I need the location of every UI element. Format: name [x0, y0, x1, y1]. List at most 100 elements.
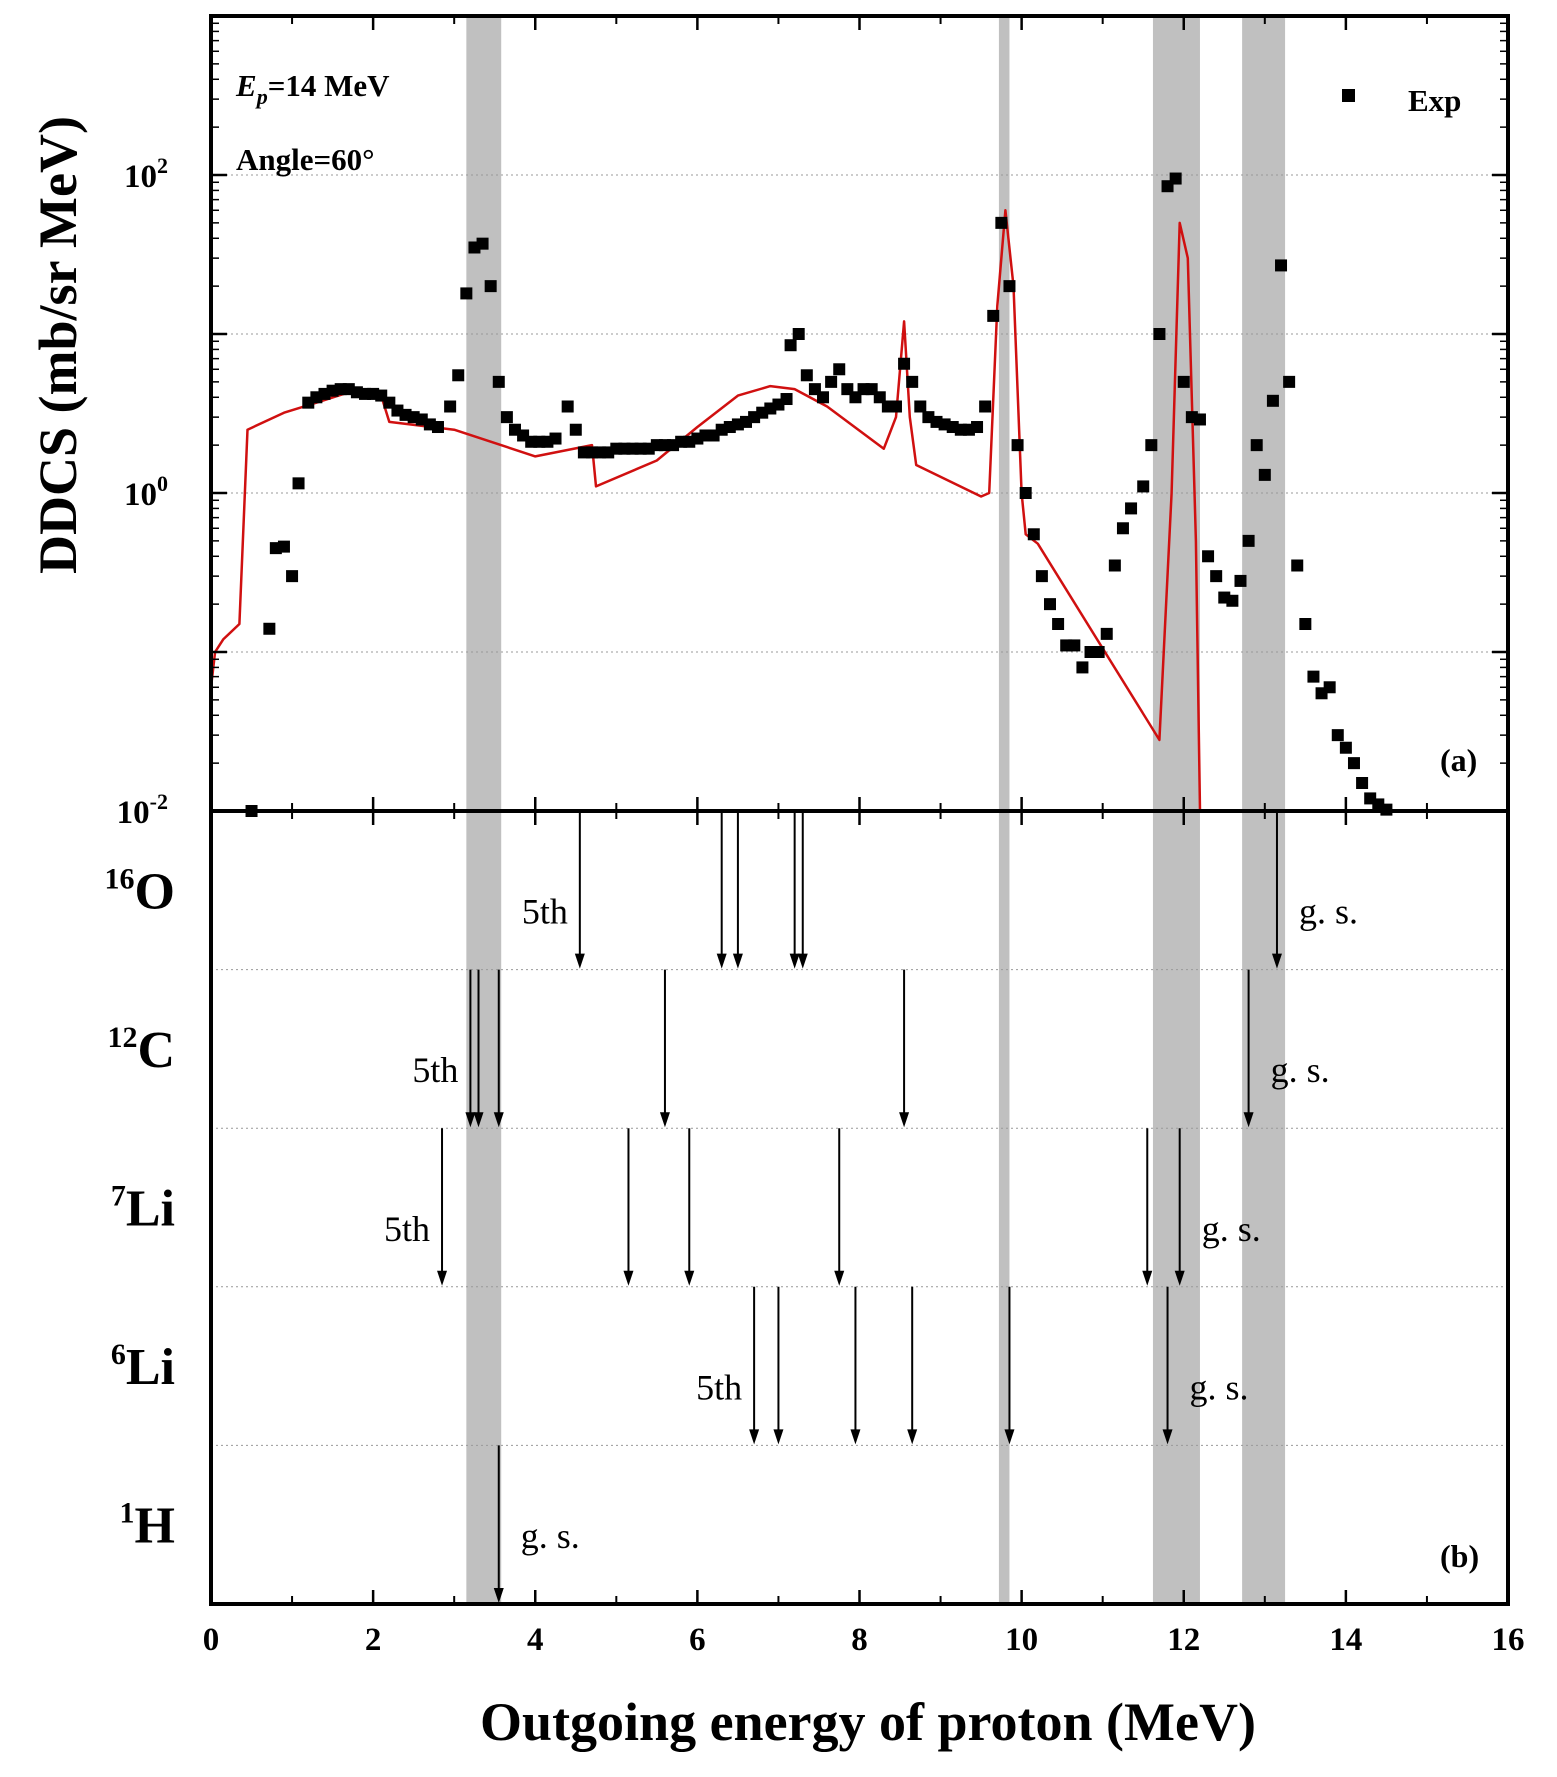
exp-point — [1145, 439, 1158, 452]
exp-point — [784, 339, 797, 352]
y-axis-title: DDCS (mb/sr MeV) — [28, 116, 88, 574]
level-arrow-head — [623, 1270, 634, 1286]
level-arrow-head — [437, 1270, 448, 1286]
level-arrow-head — [797, 953, 808, 969]
y-tick-label: 100 — [124, 471, 168, 513]
exp-point — [1052, 618, 1065, 631]
exp-point — [1193, 413, 1206, 426]
exp-point — [1011, 439, 1024, 452]
ground-state-label: g. s. — [1190, 1367, 1249, 1407]
exp-point — [484, 280, 497, 293]
exp-point — [914, 400, 927, 413]
level-arrow-head — [493, 1588, 504, 1603]
exp-point — [817, 391, 830, 404]
x-tick-label: 12 — [1167, 1622, 1200, 1658]
ground-state-label: g. s. — [1299, 892, 1358, 932]
exp-point — [1291, 559, 1304, 572]
beam-energy-annotation: Ep=14 MeV — [235, 68, 390, 109]
exp-point — [1307, 670, 1320, 683]
level-arrow-head — [749, 1429, 760, 1445]
fifth-level-label: 5th — [696, 1367, 742, 1407]
level-arrow-head — [850, 1429, 861, 1445]
exp-point — [906, 375, 919, 388]
exp-point — [979, 400, 992, 413]
legend-marker-exp — [1342, 89, 1355, 102]
nucleus-label: 6Li — [111, 1338, 175, 1396]
exp-point — [286, 570, 299, 583]
exp-point — [1331, 729, 1344, 742]
level-arrow-head — [493, 1112, 504, 1128]
nucleus-labels: 16O 12C 7Li 6Li 1H — [105, 862, 175, 1554]
x-tick-label: 0 — [203, 1622, 220, 1658]
exp-point — [1266, 394, 1279, 407]
nucleus-label: 16O — [105, 862, 175, 920]
x-tick-label: 6 — [689, 1622, 706, 1658]
exp-point — [800, 369, 813, 382]
exp-point — [277, 540, 290, 553]
level-arrow-head — [1243, 1112, 1254, 1128]
x-tick-label: 14 — [1329, 1622, 1362, 1658]
level-arrow-head — [789, 953, 800, 969]
exp-point — [987, 309, 1000, 322]
exp-point — [1125, 502, 1138, 515]
level-arrow-head — [1004, 1429, 1015, 1445]
x-tick-labels: 0 2 4 6 8 10 12 14 16 — [203, 1622, 1525, 1658]
exp-point — [1323, 681, 1336, 694]
exp-point — [476, 237, 489, 250]
nucleus-label: 7Li — [111, 1180, 175, 1238]
exp-point — [1356, 777, 1369, 790]
axes-frame — [209, 14, 1510, 1606]
exp-point — [1068, 639, 1081, 652]
x-tick-label: 2 — [365, 1622, 382, 1658]
exp-point — [1250, 439, 1263, 452]
exp-point — [792, 328, 805, 340]
exp-point — [263, 622, 276, 635]
level-arrow-head — [1162, 1429, 1173, 1445]
exp-point — [561, 400, 574, 413]
exp-point — [1035, 570, 1048, 583]
exp-point — [1043, 598, 1056, 611]
level-arrow-head — [732, 953, 743, 969]
exp-point — [971, 421, 984, 434]
exp-point — [1242, 534, 1255, 547]
exp-point — [1076, 661, 1089, 674]
exp-point — [444, 400, 457, 413]
exp-point — [569, 423, 582, 436]
exp-point — [1283, 375, 1296, 388]
level-arrow-head — [473, 1112, 484, 1128]
exp-point — [995, 216, 1008, 229]
legend-label-exp: Exp — [1408, 83, 1461, 118]
exp-point — [1234, 574, 1247, 587]
nucleus-label: 12C — [107, 1021, 175, 1079]
exp-point — [1177, 375, 1190, 388]
nucleus-label: 1H — [120, 1497, 175, 1555]
exp-point — [1137, 480, 1150, 493]
panel-a-gridlines — [211, 174, 1508, 653]
exp-point — [292, 477, 305, 490]
level-arrow-head — [834, 1270, 845, 1286]
level-arrow-head — [773, 1429, 784, 1445]
fifth-level-label: 5th — [384, 1209, 430, 1249]
exp-point — [873, 391, 886, 404]
exp-point — [431, 421, 444, 434]
exp-point — [1347, 757, 1360, 770]
experimental-points — [245, 172, 1393, 817]
ground-state-label: g. s. — [1271, 1050, 1330, 1090]
exp-point — [889, 400, 902, 413]
exp-point — [1226, 594, 1239, 607]
exp-point — [1339, 741, 1352, 754]
angle-annotation: Angle=60° — [236, 142, 375, 177]
exp-point — [549, 432, 562, 445]
x-tick-label: 16 — [1492, 1622, 1525, 1658]
exp-point — [898, 357, 911, 370]
axis-ticks — [209, 14, 1510, 1604]
exp-point — [1299, 618, 1312, 631]
x-tick-label: 10 — [1005, 1622, 1038, 1658]
exp-point — [1116, 522, 1129, 535]
y-tick-label: 102 — [124, 153, 168, 195]
level-arrow-head — [465, 1112, 476, 1128]
ground-state-label: g. s. — [521, 1516, 580, 1556]
x-tick-label: 8 — [851, 1622, 868, 1658]
level-arrow-head — [1271, 953, 1282, 969]
